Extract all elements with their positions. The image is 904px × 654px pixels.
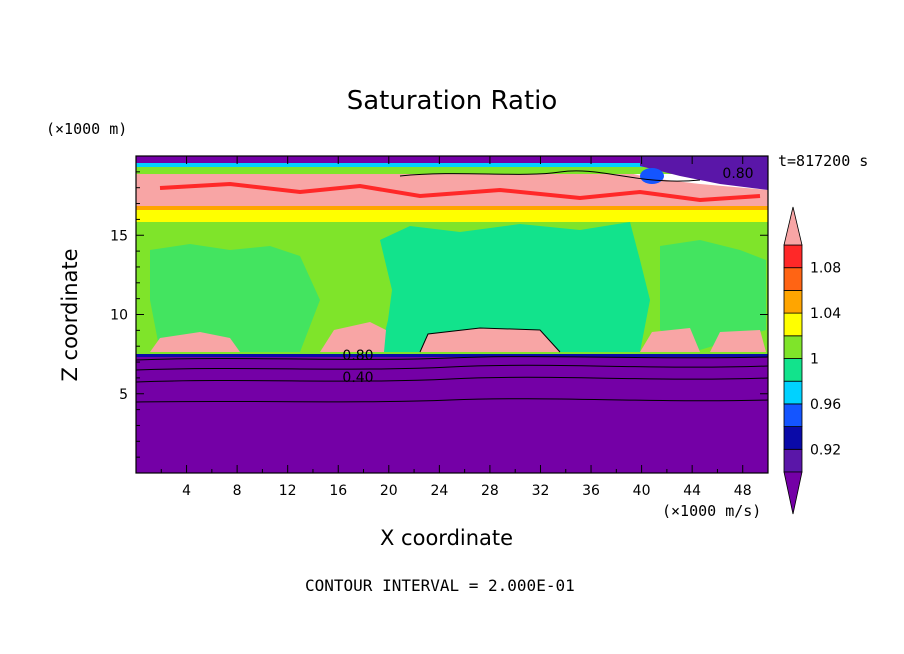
colorbar: 1.08 1.04 1 0.96 0.92 <box>783 206 841 515</box>
region-transition-band <box>136 352 768 357</box>
colorbar-label: 0.92 <box>810 442 841 458</box>
colorbar-swatch <box>783 267 803 291</box>
colorbar-label: 1.04 <box>810 306 841 322</box>
x-tick-label: 8 <box>233 483 242 499</box>
time-label: t=817200 s <box>778 152 869 170</box>
chart-title: Saturation Ratio <box>346 86 558 116</box>
colorbar-swatch <box>783 358 803 382</box>
contour-line-lower-d <box>135 398 769 403</box>
colorbar-swatch <box>783 289 803 314</box>
x-tick-label: 28 <box>481 483 499 499</box>
region-top-cyan <box>136 162 768 167</box>
colorbar-under-arrow <box>783 471 803 515</box>
colorbar-over-arrow <box>783 206 803 246</box>
region-lower-atmosphere <box>136 355 768 473</box>
region-top-green <box>136 166 768 174</box>
colorbar-swatch <box>783 403 803 427</box>
colorbar-swatch <box>783 380 803 405</box>
lens-right <box>640 328 700 352</box>
contour-label: 0.40 <box>342 370 373 386</box>
saturation-field <box>135 156 769 473</box>
contour-label: 0.80 <box>342 348 373 364</box>
x-tick-label: 44 <box>683 483 701 499</box>
x-tick-label: 24 <box>430 483 448 499</box>
region-top-dry <box>136 156 768 163</box>
x-tick-label: 36 <box>582 483 600 499</box>
y-tick-label: 10 <box>110 308 128 324</box>
colorbar-label: 0.96 <box>810 397 841 413</box>
colorbar-swatch <box>783 312 803 337</box>
contour-line-lower-c <box>135 376 769 383</box>
x-tick-label: 48 <box>734 483 752 499</box>
x-axis-label: X coordinate <box>380 526 514 550</box>
region-near-saturation-right <box>660 240 766 350</box>
region-upper-red-streaks <box>159 181 761 203</box>
y-tick-label: 5 <box>119 387 128 403</box>
contour-line-center-lens <box>419 327 561 353</box>
region-top-right-blue-pocket <box>640 168 664 184</box>
x-tick-label: 12 <box>279 483 297 499</box>
lens-mid-left <box>320 322 386 352</box>
y-tick-label: 15 <box>110 228 128 244</box>
contour-line-lower-b <box>135 364 769 371</box>
region-near-saturation-left <box>150 244 320 352</box>
lens-left <box>150 332 240 352</box>
contour-label: 0.80 <box>722 166 753 182</box>
colorbar-swatch <box>783 335 803 359</box>
x-tick-label: 16 <box>329 483 347 499</box>
x-tick-label: 32 <box>532 483 550 499</box>
colorbar-swatch <box>783 426 803 450</box>
x-tick-label: 20 <box>380 483 398 499</box>
region-near-saturation-core <box>380 222 650 352</box>
region-top-right-dry <box>640 156 768 190</box>
colorbar-swatch <box>783 244 803 269</box>
contour-interval-label: CONTOUR INTERVAL = 2.000E-01 <box>305 576 575 595</box>
colorbar-label: 1.08 <box>810 261 841 277</box>
contour-line-upper <box>399 170 701 182</box>
colorbar-swatch <box>783 448 803 473</box>
x-tick-label: 40 <box>633 483 651 499</box>
colorbar-label: 1 <box>810 352 819 368</box>
lens-far-right <box>710 330 766 352</box>
contour-line-lower-a <box>135 356 769 361</box>
x-tick-label: 4 <box>182 483 191 499</box>
x-units-label: (×1000 m/s) <box>662 502 762 520</box>
y-units-label: (×1000 m) <box>46 120 128 138</box>
lens-center <box>420 328 560 352</box>
